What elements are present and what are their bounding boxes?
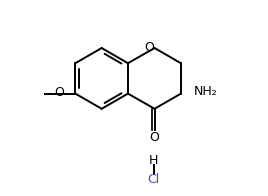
Text: O: O xyxy=(54,86,64,99)
Text: NH₂: NH₂ xyxy=(193,85,217,98)
Text: O: O xyxy=(150,131,159,144)
Text: H: H xyxy=(149,154,158,167)
Text: Cl: Cl xyxy=(147,173,160,186)
Text: O: O xyxy=(145,41,155,54)
